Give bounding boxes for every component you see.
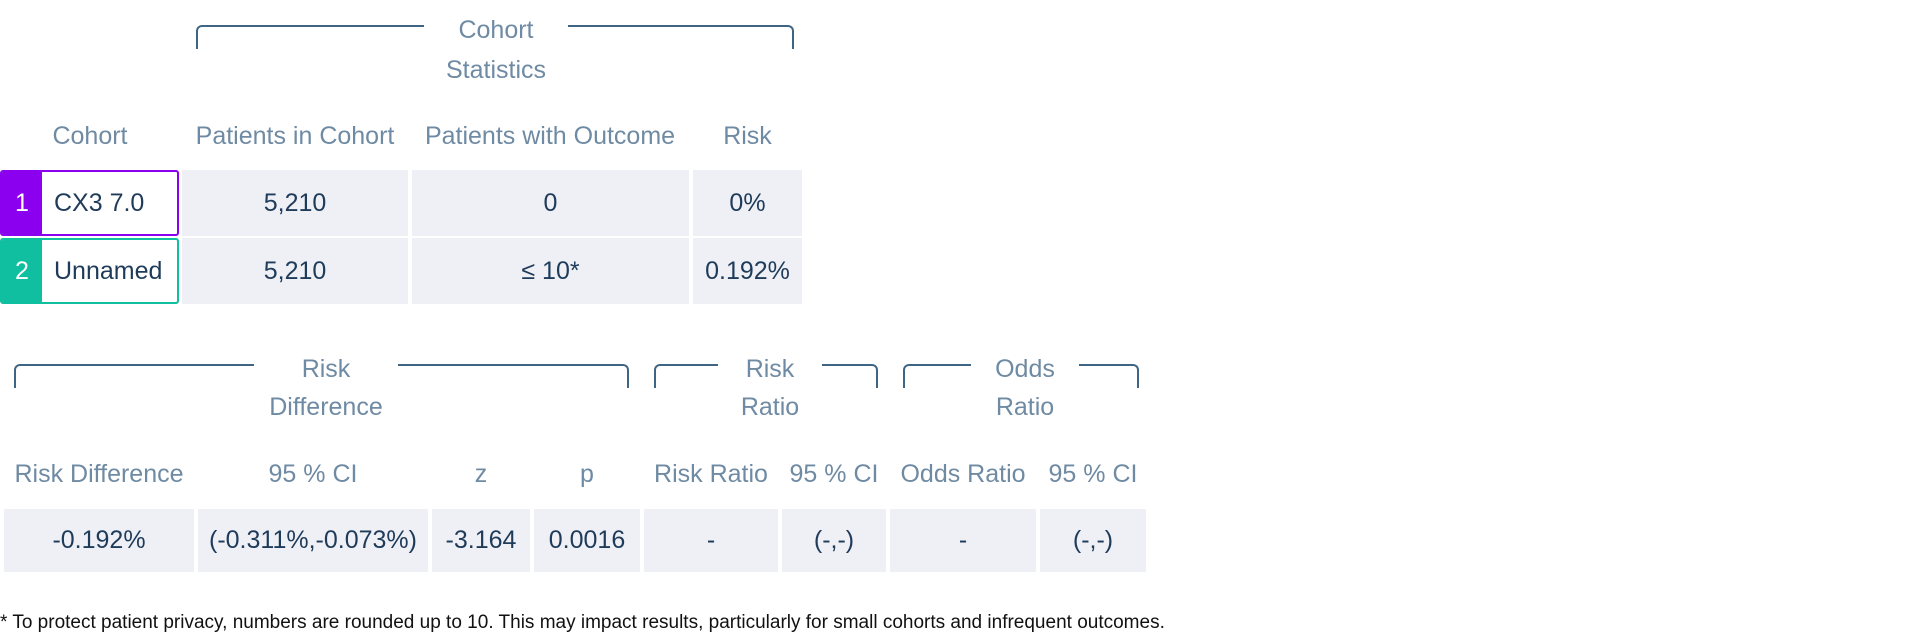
col-header-risk: Risk xyxy=(723,122,772,150)
col-header-risk-difference-ci: 95 % CI xyxy=(268,460,358,488)
cohort-name: CX3 7.0 xyxy=(54,188,145,217)
col-header-z: z xyxy=(474,460,488,488)
patients-in-cohort-cell: 5,210 xyxy=(182,170,408,236)
z-value: -3.164 xyxy=(432,509,530,572)
risk-difference-ci-value: (-0.311%,-0.073%) xyxy=(198,509,428,572)
cohort-chip-1[interactable]: 1 CX3 7.0 xyxy=(0,170,179,236)
patients-with-outcome-cell: 0 xyxy=(412,170,689,236)
risk-cell: 0.192% xyxy=(693,238,802,304)
col-header-risk-difference: Risk Difference xyxy=(14,460,184,488)
col-header-odds-ratio: Odds Ratio xyxy=(900,460,1026,488)
odds-ratio-group-label: Odds Ratio xyxy=(971,350,1079,426)
cohort-chip-2[interactable]: 2 Unnamed xyxy=(0,238,179,304)
col-header-patients-in-cohort: Patients in Cohort xyxy=(195,122,395,150)
cohort-number-badge: 1 xyxy=(2,172,42,234)
patients-in-cohort-cell: 5,210 xyxy=(182,238,408,304)
odds-ratio-ci-value: (-,-) xyxy=(1040,509,1146,572)
risk-difference-value: -0.192% xyxy=(4,509,194,572)
privacy-footnote: * To protect patient privacy, numbers ar… xyxy=(0,612,1165,633)
cohort-statistics-group-label: Cohort Statistics xyxy=(424,10,568,90)
risk-ratio-group-label: Risk Ratio xyxy=(718,350,822,426)
risk-cell: 0% xyxy=(693,170,802,236)
odds-ratio-value: - xyxy=(890,509,1036,572)
cohort-number-badge: 2 xyxy=(2,240,42,302)
risk-difference-group-label: Risk Difference xyxy=(254,350,398,426)
col-header-risk-ratio-ci: 95 % CI xyxy=(789,460,879,488)
col-header-p: p xyxy=(580,460,594,488)
risk-ratio-value: - xyxy=(644,509,778,572)
risk-ratio-ci-value: (-,-) xyxy=(782,509,886,572)
p-value: 0.0016 xyxy=(534,509,640,572)
patients-with-outcome-cell: ≤ 10* xyxy=(412,238,689,304)
col-header-patients-with-outcome: Patients with Outcome xyxy=(424,122,676,150)
col-header-odds-ratio-ci: 95 % CI xyxy=(1048,460,1138,488)
col-header-risk-ratio: Risk Ratio xyxy=(654,460,768,488)
cohort-name: Unnamed xyxy=(54,256,163,285)
col-header-cohort: Cohort xyxy=(52,122,128,150)
